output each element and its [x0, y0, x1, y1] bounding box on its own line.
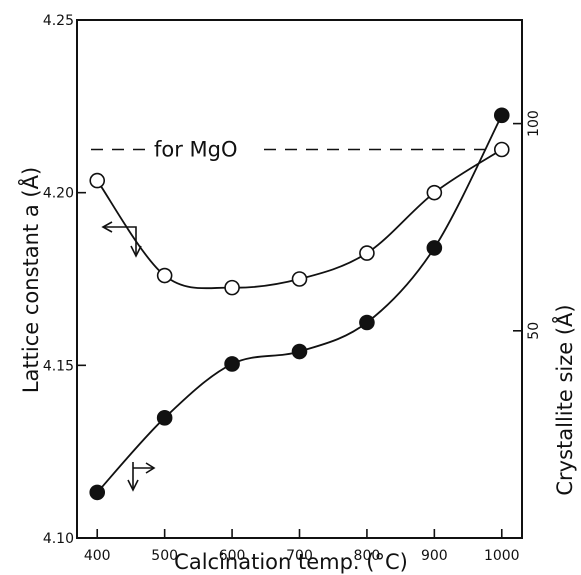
- lattice-constant-points: [89, 141, 510, 296]
- crystallite-size-point: [291, 343, 308, 360]
- crystallite-size-point: [156, 410, 173, 426]
- x-tick-label: 900: [421, 548, 448, 564]
- right-axis-indicator-arrow: [127, 462, 156, 492]
- lattice-constant-point: [89, 172, 106, 189]
- lattice-constant-point: [224, 279, 240, 296]
- crystallite-size-point: [224, 356, 240, 372]
- crystallite-size-point: [89, 484, 106, 501]
- x-tick-label: 400: [84, 548, 111, 564]
- right-y-tick-label: 50: [526, 322, 542, 340]
- lattice-constant-point: [493, 141, 510, 158]
- crystallite-size-points: [89, 107, 510, 501]
- lattice-constant-point: [426, 184, 443, 201]
- x-tick-label: 600: [219, 548, 246, 564]
- x-axis-title: Calcination temp. (°C): [174, 550, 408, 574]
- left-y-tick-label: 4.20: [43, 186, 74, 202]
- left-y-tick-label: 4.15: [43, 358, 74, 374]
- left-y-tick-label: 4.25: [43, 13, 74, 29]
- crystallite-size-point: [359, 314, 375, 331]
- left-y-tick-label: 4.10: [43, 531, 74, 547]
- x-tick-label: 700: [286, 548, 313, 564]
- mgo-reference-label: for MgO: [154, 138, 238, 162]
- left-axis-indicator-arrow: [101, 221, 142, 258]
- x-tick-label: 1000: [484, 548, 520, 564]
- x-tick-label: 500: [151, 548, 178, 564]
- left-y-axis-ticks: 4.10 4.15 4.20 4.25: [43, 13, 86, 547]
- crystallite-size-curve: [96, 114, 503, 494]
- left-y-axis-title: Lattice constant a (Å): [17, 167, 43, 393]
- x-tick-label: 800: [354, 548, 381, 564]
- crystallite-size-point: [426, 240, 443, 256]
- x-axis-ticks: 400 500 600 700 800 900 1000: [84, 529, 520, 564]
- lattice-constant-point: [156, 267, 173, 284]
- right-y-axis-title: Crystallite size (Å): [551, 304, 577, 495]
- right-y-tick-label: 100: [526, 110, 542, 137]
- right-y-axis-ticks: 50 100: [513, 110, 542, 340]
- lattice-constant-point: [291, 271, 308, 287]
- crystallite-size-point: [493, 107, 510, 124]
- lattice-constant-curve: [96, 148, 503, 290]
- lattice-constant-point: [359, 245, 375, 261]
